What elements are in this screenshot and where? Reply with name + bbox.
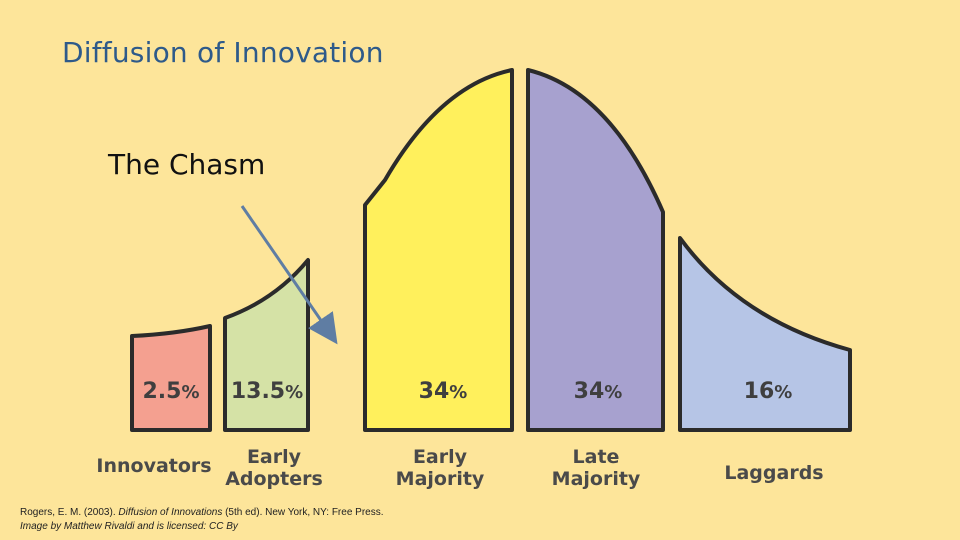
percent-laggards: 16% bbox=[744, 379, 793, 404]
segment-early-adopters bbox=[223, 258, 310, 432]
label-early-majority-line2: Majority bbox=[395, 468, 485, 490]
label-early-adopters: Early Adopters bbox=[212, 446, 336, 490]
percent-late-majority: 34% bbox=[574, 379, 623, 404]
segment-late-majority bbox=[526, 68, 665, 432]
label-late-majority-line1: Late bbox=[572, 446, 620, 468]
label-early-adopters-line1: Early bbox=[246, 446, 302, 468]
label-innovators: Innovators bbox=[92, 455, 216, 477]
citation-line1: Rogers, E. M. (2003). Diffusion of Innov… bbox=[20, 507, 384, 518]
citation: Rogers, E. M. (2003). Diffusion of Innov… bbox=[20, 506, 384, 534]
segment-early-majority bbox=[363, 68, 514, 432]
label-innovators-line1: Innovators bbox=[96, 455, 212, 477]
percent-innovators: 2.5% bbox=[142, 379, 199, 404]
chasm-arrow bbox=[240, 205, 338, 345]
label-early-majority: Early Majority bbox=[378, 446, 502, 490]
chasm-label: The Chasm bbox=[108, 148, 266, 181]
label-early-adopters-line2: Adopters bbox=[225, 468, 323, 490]
label-late-majority: Late Majority bbox=[534, 446, 658, 490]
percent-early-adopters: 13.5% bbox=[231, 379, 303, 404]
percent-early-majority: 34% bbox=[419, 379, 468, 404]
label-late-majority-line2: Majority bbox=[551, 468, 641, 490]
label-early-majority-line1: Early bbox=[412, 446, 468, 468]
segment-innovators bbox=[130, 324, 212, 432]
label-laggards-line1: Laggards bbox=[724, 462, 824, 484]
label-laggards: Laggards bbox=[712, 462, 836, 484]
segment-laggards bbox=[678, 236, 852, 432]
citation-line2: Image by Matthew Rivaldi and is licensed… bbox=[20, 521, 238, 532]
slide-title: Diffusion of Innovation bbox=[62, 36, 384, 69]
